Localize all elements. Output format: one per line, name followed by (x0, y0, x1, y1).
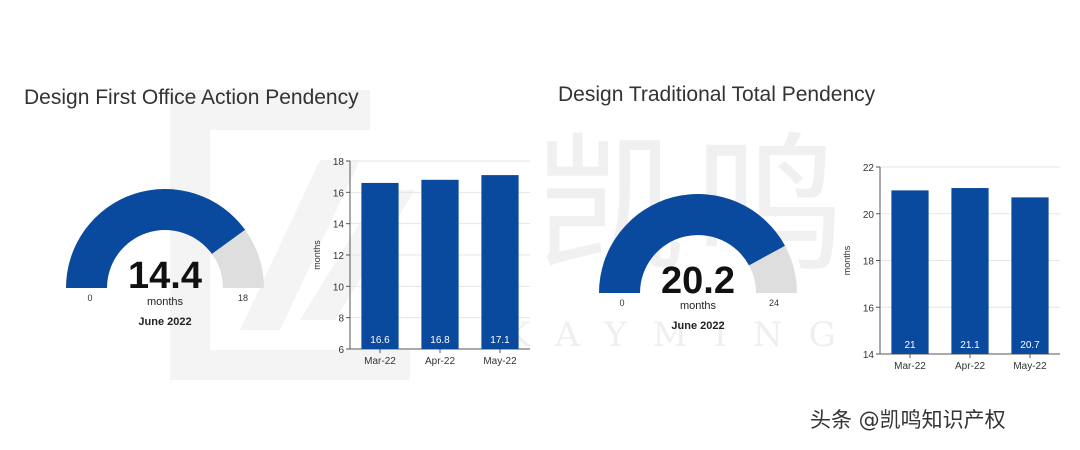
bar-chart-first-action: 6 8 10 12 14 16 18 months 16.6 Mar-22 16.8 Apr-22 17… (312, 157, 530, 367)
x-tick-label: May-22 (1013, 361, 1047, 372)
gauge-chart-first-action: 14.4 months 0 18 June 2022 (66, 189, 264, 328)
y-tick-label: 10 (333, 282, 345, 293)
y-tick-label: 12 (333, 251, 345, 262)
bar-data-label: 16.6 (370, 335, 390, 346)
bar (891, 190, 929, 354)
chart-title-traditional-total: Design Traditional Total Pendency (558, 83, 876, 106)
x-tick-label: Mar-22 (894, 361, 926, 372)
bar-data-label: 20.7 (1020, 340, 1040, 351)
y-axis-label: months (842, 245, 852, 275)
gauge-max-label: 18 (238, 293, 248, 303)
x-tick-label: Mar-22 (364, 356, 396, 367)
gauge-unit: months (680, 300, 717, 312)
gauge-date-label: June 2022 (138, 316, 191, 328)
bar (951, 188, 989, 354)
gauge-fill (599, 194, 786, 293)
x-tick-label: Apr-22 (955, 361, 985, 372)
gauge-unit: months (147, 296, 184, 308)
bar-data-label: 16.8 (430, 335, 450, 346)
bar (421, 179, 459, 349)
y-tick-label: 8 (338, 314, 344, 325)
y-tick-label: 18 (863, 257, 875, 268)
gauge-min-label: 0 (619, 298, 624, 308)
bar (361, 182, 399, 349)
y-tick-label: 6 (338, 345, 344, 356)
attribution-text: 头条 @凯鸣知识产权 (810, 408, 1006, 432)
y-axis-label: months (312, 240, 322, 270)
y-tick-label: 16 (863, 303, 875, 314)
gauge-date-label: June 2022 (671, 320, 724, 332)
bar-data-label: 21 (904, 340, 916, 351)
y-tick-label: 22 (863, 163, 875, 174)
gauge-max-label: 24 (769, 298, 779, 308)
gauge-fill (66, 189, 246, 288)
chart-title-first-action: Design First Office Action Pendency (24, 86, 359, 109)
bar (1011, 197, 1049, 354)
bar-data-label: 21.1 (960, 340, 980, 351)
bar (481, 175, 519, 349)
y-tick-label: 14 (333, 220, 345, 231)
gauge-min-label: 0 (87, 293, 92, 303)
x-tick-label: May-22 (483, 356, 517, 367)
bar-data-label: 17.1 (490, 335, 510, 346)
y-tick-label: 18 (333, 157, 345, 168)
gauge-chart-traditional-total: 20.2 months 0 24 June 2022 (599, 194, 797, 332)
watermark-english-text: KAYMING (505, 315, 862, 355)
gauge-value: 20.2 (661, 260, 735, 302)
x-tick-label: Apr-22 (425, 356, 455, 367)
gauge-value: 14.4 (128, 255, 202, 297)
y-tick-label: 14 (863, 350, 875, 361)
y-tick-label: 20 (863, 210, 875, 221)
bar-chart-traditional-total: 14 16 18 20 22 months 21 Mar-22 21.1 Apr-22 20.7 Ma… (842, 163, 1060, 372)
y-tick-label: 16 (333, 188, 345, 199)
